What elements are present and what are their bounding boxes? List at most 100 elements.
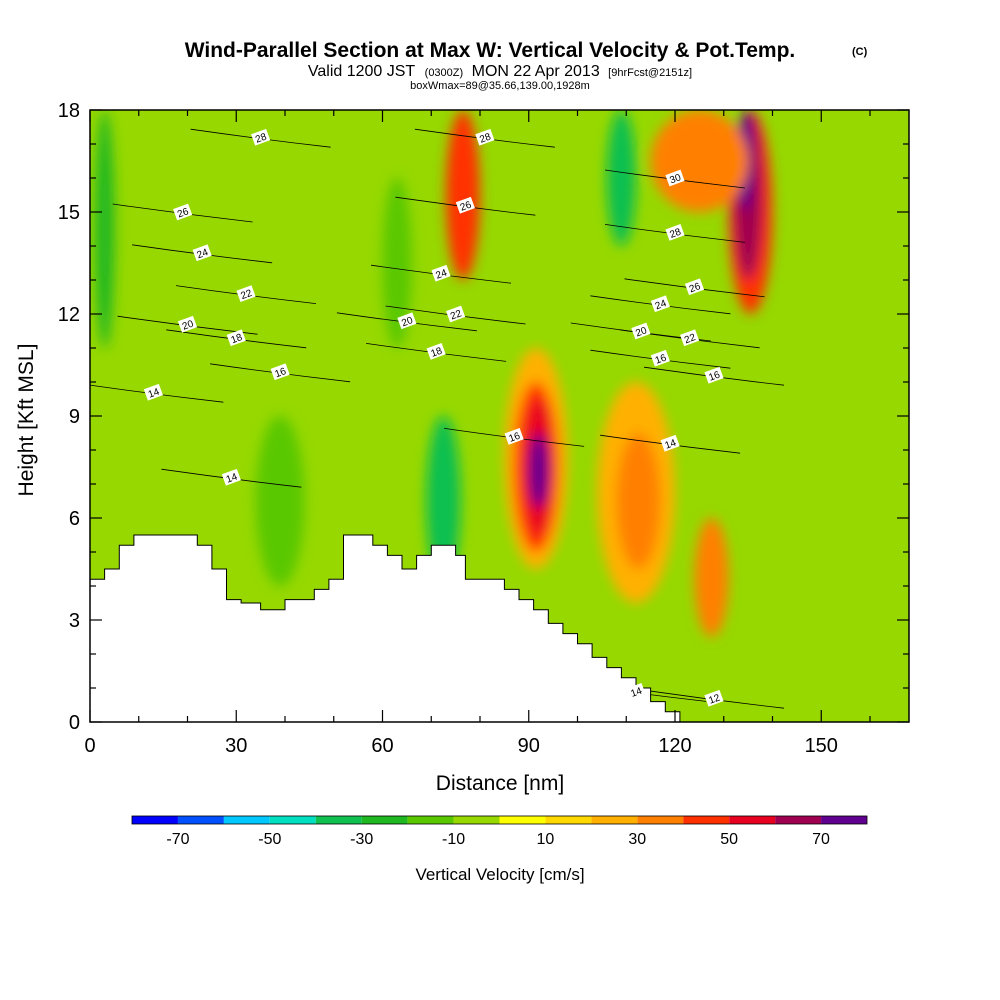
isentrope-label-text: 14 [147, 386, 162, 400]
colorbar-tick-label: -30 [350, 831, 373, 848]
isentrope-label: 30 [665, 169, 685, 186]
y-tick-label: 9 [69, 406, 80, 428]
y-axis: 0 3 6 9 12 15 18 [58, 100, 909, 734]
isentrope-label-box [660, 434, 680, 452]
y-tick-label: 18 [58, 100, 80, 122]
isentrope-label-text: 14 [225, 471, 240, 485]
velocity-cell [694, 518, 729, 637]
x-axis-label: Distance [nm] [436, 772, 564, 795]
isentrope-label: 16 [504, 428, 524, 445]
isentrope-label: 24 [431, 264, 451, 282]
isentrope-label-text: 16 [274, 366, 289, 380]
isentrope-label: 14 [660, 434, 680, 452]
chart-title-unit: (C) [852, 46, 868, 58]
isentrope-label-text: 24 [434, 267, 449, 281]
x-tick-label: 0 [84, 735, 95, 757]
subtitle-utc: (0300Z) [425, 67, 464, 79]
isentrope-label-box [446, 305, 466, 323]
isentrope-label-text: 18 [230, 332, 245, 346]
isentrope-label-box [270, 363, 290, 381]
isentrope-label-box [221, 468, 241, 486]
colorbar-swatch [177, 816, 224, 824]
velocity-cell [426, 416, 461, 586]
colorbar-tick-label: -70 [166, 831, 189, 848]
isentrope-label: 14 [221, 468, 241, 486]
isentrope-label: 22 [446, 305, 466, 323]
velocity-cell [382, 178, 412, 348]
colorbar-swatch [545, 816, 592, 824]
isentrope-label: 26 [684, 278, 705, 295]
x-tick-label: 120 [658, 735, 691, 757]
colorbar-swatch [821, 816, 867, 824]
colorbar-tick-label: -10 [442, 831, 465, 848]
subtitle-valid: Valid 1200 JST [308, 63, 416, 80]
colorbar-tick-label: 50 [720, 831, 738, 848]
colorbar-swatch [223, 816, 270, 824]
colorbar-frame [131, 815, 868, 825]
x-tick-label: 60 [371, 735, 393, 757]
isentrope-label-text: 30 [668, 172, 683, 186]
isentrope-label: 26 [173, 203, 193, 221]
isentrope-label: 28 [251, 128, 271, 146]
isentrope-label: 18 [226, 329, 246, 347]
isentrope-label-box [236, 285, 256, 302]
isentrope-label-text: 12 [707, 692, 722, 706]
isentrope-label-box [680, 329, 700, 347]
colorbar: -70 -50 -30 -10 10 30 50 70 [131, 815, 868, 848]
isentrope-label-box [397, 312, 417, 330]
plot-area: 28 26 24 22 20 18 16 14 14 28 26 24 22 20 18 16 30 28 26 24… [90, 110, 909, 722]
isentrope-label-box [173, 203, 193, 221]
isentrope-label-text: 22 [449, 308, 464, 322]
isentrope-label: 14 [626, 683, 646, 700]
isentrope-label-text: 20 [181, 318, 196, 332]
isentrope-label-box [631, 322, 651, 340]
isentrope-label: 16 [650, 349, 670, 367]
colorbar-tick-label: 70 [812, 831, 830, 848]
y-tick-label: 6 [69, 508, 80, 530]
isentrope-label-box [431, 264, 451, 282]
y-tick-label: 12 [58, 304, 80, 326]
isentrope-label: 20 [631, 322, 651, 340]
isentrope-label-box [455, 196, 475, 214]
chart-subtitle: Valid 1200 JST (0300Z) MON 22 Apr 2013 [… [308, 63, 692, 80]
isentrope-label-box [251, 128, 271, 146]
velocity-cell [94, 110, 115, 348]
colorbar-tick-label: -50 [258, 831, 281, 848]
subtitle-forecast: [9hrFcst@2151z] [608, 67, 692, 79]
isentrope-label: 22 [236, 285, 256, 302]
isentrope-label-text: 26 [459, 199, 474, 213]
colorbar-swatch [407, 816, 454, 824]
isentrope-label: 16 [704, 366, 724, 384]
chart-title: Wind-Parallel Section at Max W: Vertical… [185, 39, 796, 62]
velocity-cell [650, 110, 749, 212]
x-tick-label: 90 [518, 735, 540, 757]
isentrope-label: 28 [475, 128, 495, 146]
isentrope-label: 12 [704, 689, 724, 707]
isentrope-label-text: 14 [629, 686, 644, 700]
colorbar-swatch [729, 816, 776, 824]
isentrope-label-box [226, 329, 246, 347]
colorbar-swatch [683, 816, 730, 824]
isentrope-label-text: 26 [176, 206, 191, 220]
colorbar-swatch [132, 816, 178, 824]
colorbar-swatch [269, 816, 316, 824]
colorbar-swatch [361, 816, 408, 824]
x-tick-label: 150 [805, 735, 838, 757]
isentrope-label-text: 16 [654, 352, 669, 366]
x-tick-label: 30 [225, 735, 247, 757]
isentrope-label-box [475, 128, 495, 146]
isentrope-label-text: 22 [239, 288, 254, 302]
velocity-cell [528, 433, 549, 508]
velocity-field [94, 110, 773, 637]
isentrope-label: 22 [680, 329, 700, 347]
isentrope-label: 18 [426, 343, 446, 360]
isentrope-label-box [665, 224, 685, 241]
isentrope-label: 20 [397, 312, 417, 330]
isentrope-label: 26 [455, 196, 475, 214]
y-tick-label: 0 [69, 712, 80, 734]
colorbar-swatch [315, 816, 362, 824]
colorbar-swatch [499, 816, 546, 824]
isentrope-label: 16 [270, 363, 290, 381]
isentrope-label-text: 28 [668, 227, 683, 241]
